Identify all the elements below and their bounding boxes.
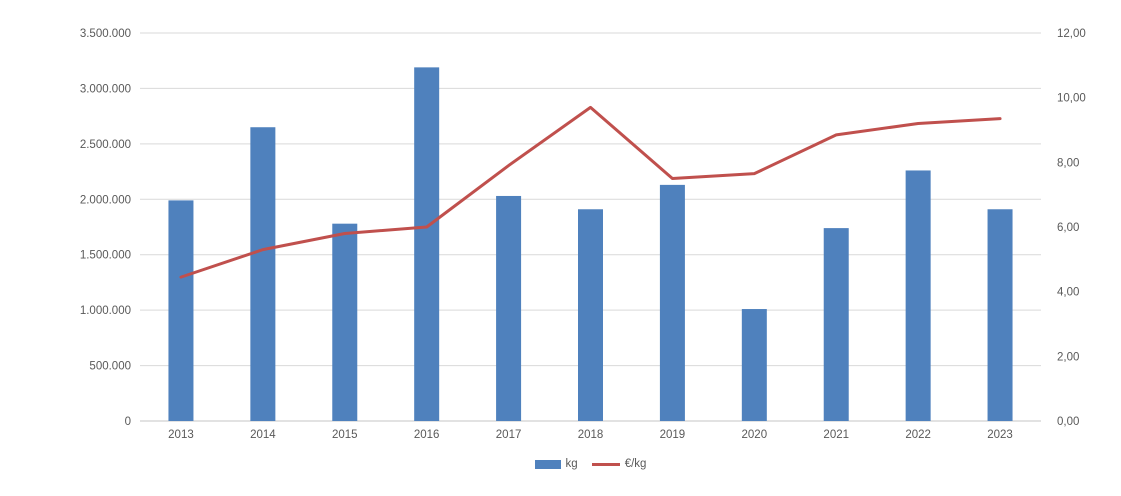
left-axis-tick-label: 3.500.000 [80,28,131,40]
x-axis-label-2022: 2022 [905,429,931,441]
x-axis-label-2016: 2016 [414,429,440,441]
bar-2023 [987,209,1013,421]
left-axis-tick-label: 2.000.000 [80,194,131,206]
bar-2018 [578,209,603,421]
right-axis-tick-label: 0,00 [1057,416,1079,428]
left-axis-tick-label: 1.000.000 [80,305,131,317]
legend-label-kg: kg [565,458,578,470]
x-axis-label-2015: 2015 [332,429,358,441]
left-axis-tick-label: 500.000 [89,361,131,373]
bar-2019 [659,184,685,421]
chart-legend: kg €/kg [140,458,1041,470]
plot-area: 0 500.000 1.000.000 1.500.000 2.000.000 2.500… [80,28,1086,441]
left-axis-tick-label: 3.000.000 [80,83,131,95]
bar-2015 [332,223,358,421]
x-axis-label-2018: 2018 [578,429,604,441]
bar-2020 [741,309,767,421]
right-axis-tick-label: 2,00 [1057,351,1079,363]
x-axis-label-2013: 2013 [168,429,194,441]
x-axis-label-2020: 2020 [742,429,768,441]
legend-swatch-eur-per-kg-icon [591,462,620,466]
right-axis-tick-label: 10,00 [1057,93,1086,105]
line-eur-per-kg [179,105,1002,279]
x-axis-label-2014: 2014 [250,429,276,441]
left-axis-tick-label: 0 [125,416,131,428]
bar-2016 [414,67,440,421]
legend-swatch-kg-icon [534,459,561,469]
bar-2014 [250,127,276,421]
bar-2013 [168,200,194,421]
legend-item-eur-per-kg: €/kg [591,458,647,470]
legend-label-eur-per-kg: €/kg [624,458,647,470]
legend-item-kg: kg [534,458,578,470]
bar-2017 [496,195,522,421]
x-axis-label-2021: 2021 [823,429,849,441]
right-axis-tick-label: 12,00 [1057,28,1086,40]
right-axis-tick-label: 6,00 [1057,222,1079,234]
bar-2022 [905,170,931,421]
x-axis-label-2019: 2019 [660,429,686,441]
x-axis-label-2017: 2017 [496,429,522,441]
left-axis-tick-label: 2.500.000 [80,139,131,151]
right-axis-tick-label: 8,00 [1057,157,1079,169]
left-axis-tick-label: 1.500.000 [80,250,131,262]
x-axis-label-2023: 2023 [987,429,1013,441]
bar-2021 [823,228,849,421]
right-axis-tick-label: 4,00 [1057,287,1079,299]
